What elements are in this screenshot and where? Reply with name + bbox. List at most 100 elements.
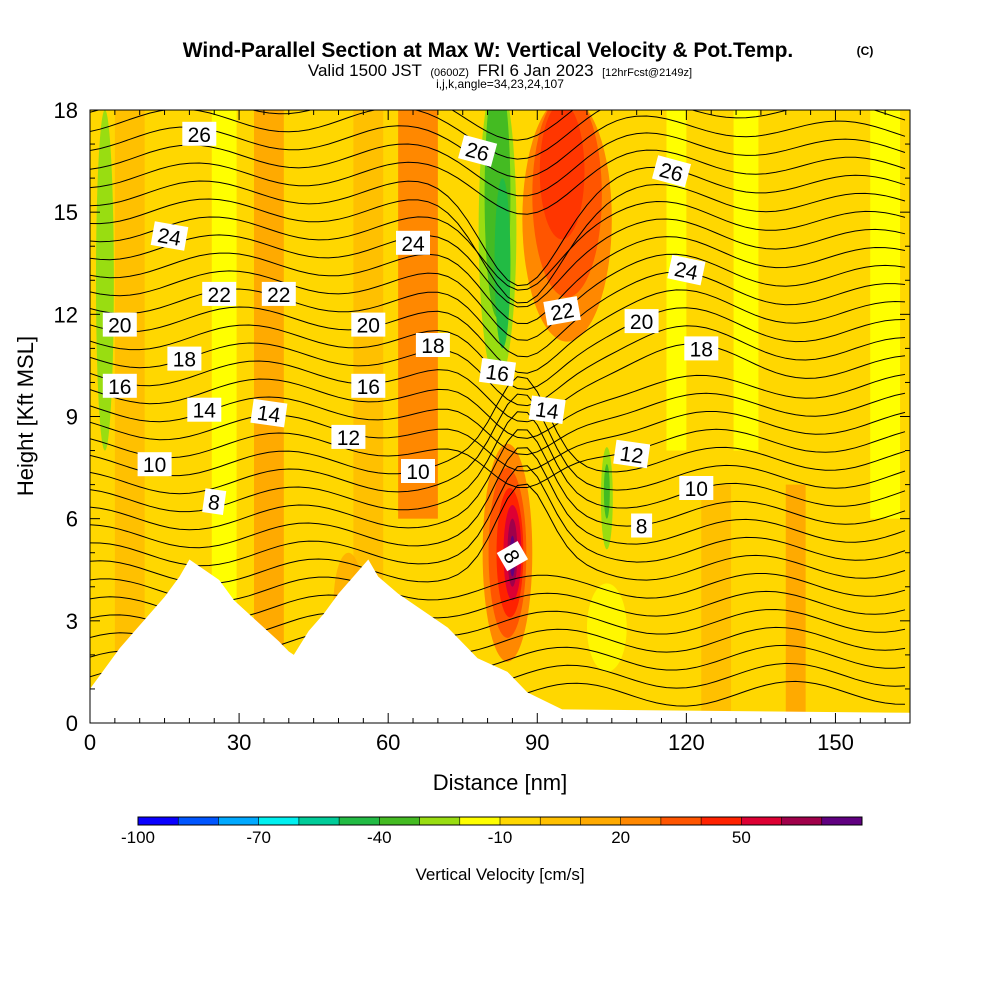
colorbar-swatch — [620, 817, 662, 825]
vv-downdraft — [603, 464, 610, 519]
contour-label: 10 — [401, 459, 435, 484]
contour-label-text: 14 — [193, 400, 217, 423]
y-tick-label: 3 — [66, 609, 78, 634]
contour-label-text: 16 — [484, 361, 510, 387]
y-tick-label: 12 — [54, 302, 78, 327]
terrain-mask — [90, 559, 910, 723]
theta-contour — [90, 465, 906, 567]
contour-label: 18 — [415, 333, 450, 358]
contour-label: 10 — [679, 476, 714, 501]
contour-label-box — [396, 230, 430, 255]
vv-weak — [586, 583, 627, 672]
theta-contour — [90, 343, 906, 423]
contour-label: 22 — [202, 281, 237, 307]
contour-label-text: 12 — [618, 442, 644, 468]
colorbar-swatch — [138, 817, 179, 825]
contour-label-text: 18 — [421, 335, 444, 358]
contour-label-text: 22 — [549, 299, 576, 326]
contour-label-box — [202, 488, 227, 515]
vv-downdraft — [95, 110, 114, 451]
x-tick-label: 90 — [525, 730, 549, 755]
colorbar-swatch — [821, 817, 863, 825]
y-tick-label: 0 — [66, 711, 78, 736]
colorbar-tick-label: -100 — [121, 828, 155, 847]
contour-label-box — [331, 424, 366, 449]
contour-label-text: 24 — [672, 258, 700, 285]
vv-band — [785, 484, 806, 723]
contour-label: 12 — [613, 439, 651, 468]
vv-band — [701, 484, 732, 723]
contour-label-box — [496, 541, 529, 572]
colorbar-swatch — [218, 817, 260, 825]
colorbar-swatch — [500, 817, 541, 825]
contour-label: 22 — [261, 281, 296, 307]
contour-label-text: 22 — [267, 284, 290, 307]
contour-label-box — [415, 333, 450, 357]
contour-label-text: 10 — [685, 478, 708, 501]
valid-time: Valid 1500 JST — [308, 61, 422, 80]
contour-label-text: 18 — [690, 338, 713, 361]
chart-title: Wind-Parallel Section at Max W: Vertical… — [183, 39, 794, 62]
vv-downdraft — [494, 178, 511, 349]
x-tick-label: 60 — [376, 730, 400, 755]
contour-label-box — [631, 513, 653, 538]
y-tick-label: 15 — [54, 200, 78, 225]
colorbar-swatch — [660, 817, 702, 825]
chart-subtitle: Valid 1500 JST (0600Z) FRI 6 Jan 2023 [1… — [308, 61, 692, 80]
theta-contour — [90, 325, 906, 407]
colorbar-swatch — [781, 817, 823, 825]
y-axis-label: Height [Kft MSL] — [13, 336, 38, 496]
x-axis-label: Distance [nm] — [433, 770, 568, 795]
contour-label-box — [624, 309, 659, 334]
contour-label-text: 8 — [207, 491, 222, 515]
contour-label-box — [667, 254, 706, 286]
theta-contour — [90, 183, 906, 304]
contour-label: 20 — [351, 312, 386, 338]
contour-label-text: 20 — [357, 315, 380, 338]
contour-label-box — [351, 373, 386, 398]
contour-label-box — [202, 281, 237, 306]
contour-label: 26 — [182, 121, 217, 147]
forecast-info: [12hrFcst@2149z] — [602, 67, 692, 79]
contour-label: 14 — [250, 398, 288, 428]
theta-contour — [90, 428, 906, 488]
plot-area: 26 26 26 24 24 24 22 22 22 20 20 20 18 18 18 16 16 16 14 14… — [90, 110, 910, 723]
x-tick-label: 120 — [668, 730, 705, 755]
contour-label: 8 — [202, 488, 227, 515]
contour-label-text: 24 — [156, 224, 183, 251]
contour-label-box — [187, 397, 222, 422]
contour-label-text: 16 — [108, 376, 131, 399]
contour-label-box — [102, 373, 137, 398]
theta-contour — [90, 236, 906, 325]
colorbar-tick-label: 20 — [611, 828, 630, 847]
contour-label-box — [543, 296, 581, 326]
contour-label-text: 22 — [208, 284, 231, 307]
contour-label: 8 — [631, 513, 653, 539]
contour-label: 24 — [150, 221, 189, 251]
contour-label: 26 — [458, 134, 498, 167]
colorbar-swatch — [298, 817, 340, 825]
contour-label-box — [137, 452, 172, 477]
contour-label: 24 — [396, 230, 430, 256]
colorbar-swatch — [419, 817, 461, 825]
theta-contour — [90, 289, 906, 374]
y-tick-label: 6 — [66, 507, 78, 532]
vv-band — [114, 110, 145, 723]
x-tick-label: 150 — [817, 730, 854, 755]
contour-label-box — [684, 336, 719, 361]
colorbar-tick-label: -10 — [488, 828, 513, 847]
utc-time: (0600Z) — [430, 67, 469, 79]
theta-contour — [90, 393, 906, 495]
colorbar-label: Vertical Velocity [cm/s] — [415, 865, 584, 884]
contour-labels: 26 26 26 24 24 24 22 22 22 20 20 20 18 18 18 16 16 16 14 14… — [102, 121, 719, 572]
theta-contour — [90, 115, 906, 179]
theta-contour — [90, 376, 906, 477]
contour-label: 16 — [478, 357, 517, 387]
vv-band — [666, 110, 687, 451]
theta-contour — [90, 149, 906, 215]
contour-label: 20 — [102, 312, 137, 338]
theta-contour — [90, 110, 574, 141]
contour-label-box — [261, 281, 296, 306]
colorbar-swatch — [701, 817, 742, 825]
